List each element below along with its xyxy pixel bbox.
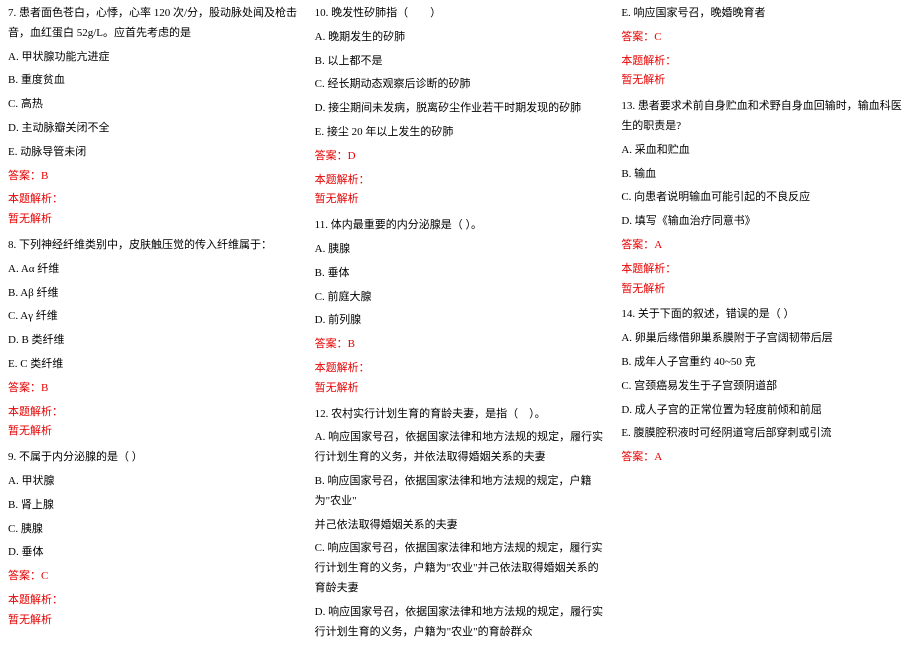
question-option: A. 响应国家号召，依据国家法律和地方法规的规定，履行实行计划生育的义务，并依法…: [315, 428, 606, 468]
analysis-body: 暂无解析: [8, 210, 299, 230]
question-option: B. 肾上腺: [8, 496, 299, 516]
question-option: B. 以上都不是: [315, 52, 606, 72]
question-option: E. C 类纤维: [8, 355, 299, 375]
answer-text: 答案：C: [621, 28, 912, 48]
question-stem: 11. 体内最重要的内分泌腺是（ ）。: [315, 216, 606, 236]
question-stem: 7. 患者面色苍白，心悸，心率 120 次/分，股动脉处闻及枪击音，血红蛋白 5…: [8, 4, 299, 44]
answer-text: 答案：C: [8, 567, 299, 587]
question-option: C. 向患者说明输血可能引起的不良反应: [621, 188, 912, 208]
analysis-label: 本题解析：: [8, 403, 299, 423]
question-option: D. B 类纤维: [8, 331, 299, 351]
question-option: C. 前庭大腺: [315, 288, 606, 308]
question-option: E. 腹膜腔积液时可经阴道穹后部穿刺或引流: [621, 424, 912, 444]
question-option: D. 前列腺: [315, 311, 606, 331]
question-option: A. 晚期发生的矽肺: [315, 28, 606, 48]
question-option: C. 经长期动态观察后诊断的矽肺: [315, 75, 606, 95]
question-option: E. 接尘 20 年以上发生的矽肺: [315, 123, 606, 143]
question-stem: 13. 患者要求术前自身贮血和术野自身血回输时，输血科医生的职责是?: [621, 97, 912, 137]
answer-text: 答案：B: [315, 335, 606, 355]
question-option: E. 响应国家号召，晚婚晚育者: [621, 4, 912, 24]
analysis-label: 本题解析：: [621, 260, 912, 280]
question-option: A. 甲状腺功能亢进症: [8, 48, 299, 68]
question-option: A. 采血和贮血: [621, 141, 912, 161]
question-stem: 14. 关于下面的叙述，错误的是（ ）: [621, 305, 912, 325]
answer-text: 答案：B: [8, 379, 299, 399]
analysis-body: 暂无解析: [8, 611, 299, 631]
answer-text: 答案：A: [621, 448, 912, 468]
question-option: A. Aα 纤维: [8, 260, 299, 280]
question-option: D. 填写《输血治疗同意书》: [621, 212, 912, 232]
question-option: C. 宫颈癌易发生于子宫颈阴道部: [621, 377, 912, 397]
analysis-label: 本题解析：: [8, 591, 299, 611]
question-option: E. 动脉导管未闭: [8, 143, 299, 163]
question-option: C. 响应国家号召，依据国家法律和地方法规的规定，履行实行计划生育的义务，户籍为…: [315, 539, 606, 598]
question-option: C. 胰腺: [8, 520, 299, 540]
analysis-body: 暂无解析: [621, 280, 912, 300]
question-option: B. Aβ 纤维: [8, 284, 299, 304]
analysis-label: 本题解析：: [315, 171, 606, 191]
question-option: D. 响应国家号召，依据国家法律和地方法规的规定，履行实行计划生育的义务，户籍为…: [315, 603, 606, 643]
question-option-fragment: 并己依法取得婚姻关系的夫妻: [315, 516, 606, 536]
question-option: D. 成人子宫的正常位置为轻度前倾和前屈: [621, 401, 912, 421]
question-stem: 8. 下列神经纤维类别中，皮肤触压觉的传入纤维属于：: [8, 236, 299, 256]
analysis-label: 本题解析：: [621, 52, 912, 72]
question-stem: 10. 晚发性矽肺指（ ）: [315, 4, 606, 24]
question-option: B. 成年人子宫重约 40~50 克: [621, 353, 912, 373]
analysis-body: 暂无解析: [315, 190, 606, 210]
answer-text: 答案：A: [621, 236, 912, 256]
question-option: D. 接尘期间未发病，脱离矽尘作业若干时期发现的矽肺: [315, 99, 606, 119]
question-option: B. 垂体: [315, 264, 606, 284]
answer-text: 答案：B: [8, 167, 299, 187]
analysis-body: 暂无解析: [8, 422, 299, 442]
question-option: B. 重度贫血: [8, 71, 299, 91]
question-option: C. Aγ 纤维: [8, 307, 299, 327]
question-option: D. 主动脉瓣关闭不全: [8, 119, 299, 139]
answer-text: 答案：D: [315, 147, 606, 167]
question-option: A. 胰腺: [315, 240, 606, 260]
analysis-body: 暂无解析: [621, 71, 912, 91]
question-option: A. 卵巢后缘借卵巢系膜附于子宫阔韧带后层: [621, 329, 912, 349]
analysis-label: 本题解析：: [315, 359, 606, 379]
question-option: D. 垂体: [8, 543, 299, 563]
question-option: A. 甲状腺: [8, 472, 299, 492]
question-option: C. 高热: [8, 95, 299, 115]
question-stem: 9. 不属于内分泌腺的是（ ）: [8, 448, 299, 468]
analysis-label: 本题解析：: [8, 190, 299, 210]
question-option: B. 输血: [621, 165, 912, 185]
question-stem: 12. 农村实行计划生育的育龄夫妻，是指（ ）。: [315, 405, 606, 425]
analysis-body: 暂无解析: [315, 379, 606, 399]
question-option-fragment: B. 响应国家号召，依据国家法律和地方法规的规定，户籍为"农业": [315, 472, 606, 512]
